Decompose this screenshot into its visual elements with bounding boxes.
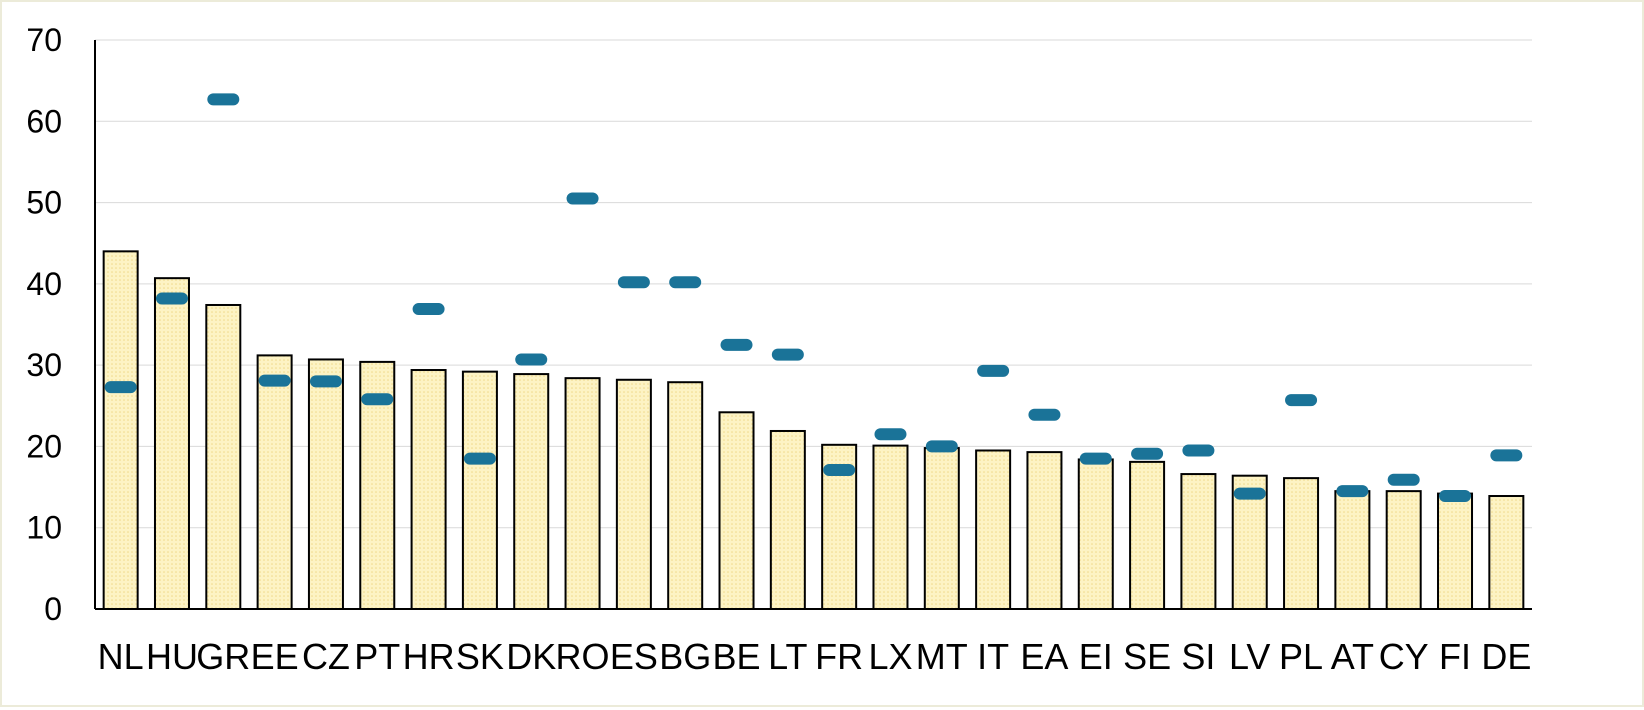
dash-marker-EE [258,374,291,387]
x-tick-label: AT [1331,636,1374,677]
bars [102,250,1525,611]
dash-marker-HR [412,303,445,316]
dash-marker-LV [1233,487,1266,500]
axes [94,40,1532,610]
dash-marker-DE [1490,449,1523,462]
dash-marker-BG [669,276,702,289]
bar-CY [1385,490,1422,610]
x-tick-label: HR [403,636,455,677]
dash-marker-EI [1079,452,1112,465]
bar-LX [872,444,909,611]
dash-marker-BE [720,338,753,351]
x-tick-label: EA [1020,636,1068,677]
x-tick-label: HU [146,636,198,677]
dash-marker-IT [977,364,1010,377]
dash-marker-RO [566,192,599,205]
bar-NL [102,250,139,610]
x-tick-label: SE [1123,636,1171,677]
x-tick-label: GR [196,636,250,677]
x-tick-label: LX [868,636,912,677]
y-tick-label: 20 [26,428,62,464]
bar-SK [461,370,498,610]
dash-marker-CY [1387,473,1420,486]
bar-MT [923,447,960,610]
y-tick-label: 50 [26,185,62,221]
x-tick-label: ES [610,636,658,677]
bar-IT [975,449,1012,610]
x-tick-label: FR [815,636,863,677]
bar-PL [1283,477,1320,610]
x-tick-label: LT [768,636,807,677]
x-tick-label: EI [1079,636,1113,677]
bar-BG [667,381,704,610]
x-tick-label: MT [916,636,968,677]
bar-SI [1180,473,1217,610]
bar-AT [1334,490,1371,610]
bar-SE [1129,460,1166,610]
y-tick-label: 70 [26,22,62,58]
dash-marker-PT [361,393,394,406]
dash-marker-MT [925,440,958,453]
dash-marker-EA [1028,408,1061,421]
dash-marker-AT [1336,485,1369,498]
y-tick-label: 60 [26,103,62,139]
y-tick-label: 30 [26,347,62,383]
dash-marker-SI [1182,444,1215,457]
dash-marker-LT [771,348,804,361]
bar-DE [1488,495,1525,610]
y-tick-label: 40 [26,266,62,302]
dash-marker-FI [1439,490,1472,503]
dash-marker-CZ [309,375,342,388]
bar-FI [1437,492,1474,610]
x-tick-label: EE [251,636,299,677]
x-tick-label: NL [98,636,144,677]
x-tick-label: LV [1229,636,1270,677]
bar-HU [153,277,190,610]
x-tick-label: PT [354,636,400,677]
x-tick-label: CY [1379,636,1429,677]
bar-ES [615,378,652,610]
x-tick-label: PL [1279,636,1323,677]
dash-marker-LX [874,428,907,441]
dash-marker-SK [463,452,496,465]
x-tick-label: DK [506,636,556,677]
dash-marker-FR [823,464,856,477]
bar-RO [564,377,601,610]
dash-marker-DK [515,353,548,366]
x-tick-label: IT [977,636,1009,677]
x-tick-label: DE [1481,636,1531,677]
x-tick-label: SI [1181,636,1215,677]
dash-marker-ES [617,276,650,289]
bar-LT [769,429,806,610]
bar-GR [205,303,242,610]
y-tick-label: 0 [44,591,62,627]
bar-EE [256,354,293,611]
dash-marker-NL [104,381,137,394]
x-tick-label: FI [1439,636,1471,677]
bar-DK [513,373,550,610]
y-tick-label: 10 [26,510,62,546]
dash-marker-GR [207,93,240,106]
x-tick-label: RO [556,636,610,677]
x-tick-label: BG [659,636,711,677]
x-tick-label: BE [713,636,761,677]
bar-CZ [307,358,344,610]
y-tick-labels: 0 10 20 30 40 50 60 70 [26,22,62,627]
dash-marker-HU [155,292,188,305]
x-tick-label: SK [456,636,504,677]
bar-HR [410,369,447,610]
dash-markers [104,93,1523,503]
bar-EA [1026,451,1063,610]
dash-marker-PL [1285,394,1318,407]
bar-EI [1077,458,1114,611]
bar-BE [718,411,755,610]
x-tick-label: CZ [302,636,350,677]
dash-marker-SE [1131,447,1164,460]
